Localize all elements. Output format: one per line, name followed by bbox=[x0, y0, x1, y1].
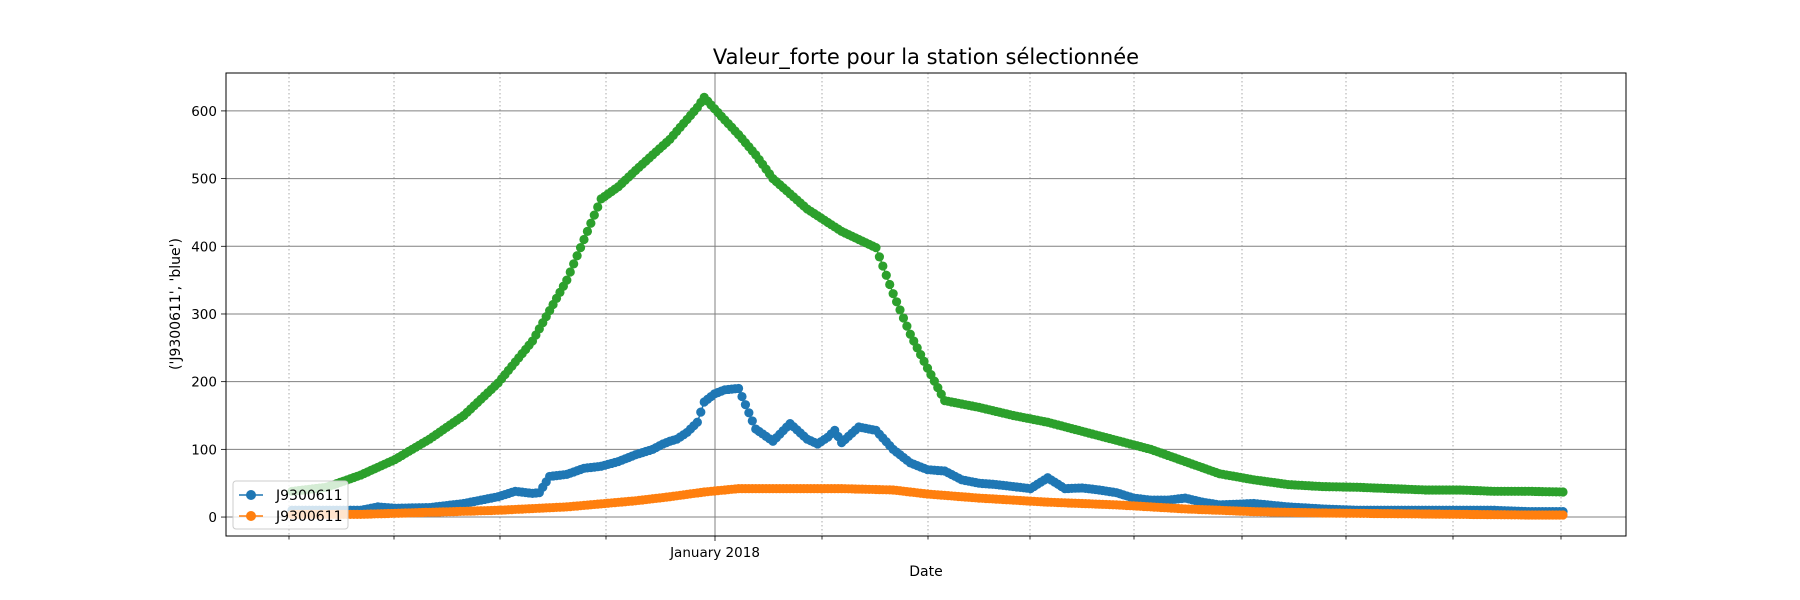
series-1-point bbox=[737, 391, 747, 402]
series-3-line bbox=[291, 96, 1564, 493]
series-3-point bbox=[881, 270, 891, 280]
series-1-point bbox=[733, 383, 744, 394]
series-1-point bbox=[692, 417, 702, 427]
series-3-point bbox=[871, 243, 881, 253]
series-3-point bbox=[919, 356, 929, 366]
chart-title: Valeur_forte pour la station sélectionné… bbox=[713, 45, 1139, 70]
series-3-point bbox=[582, 226, 593, 236]
y-tick-label-600: 600 bbox=[191, 104, 217, 120]
y-tick-label-100: 100 bbox=[191, 442, 217, 458]
legend: J9300611 J9300611 bbox=[232, 480, 349, 530]
legend-label-series-1: J9300611 bbox=[275, 488, 342, 504]
series-3-point bbox=[909, 336, 919, 346]
series-3-point bbox=[593, 202, 603, 212]
axis-ticks: 0 100 200 300 400 500 600 bbox=[191, 104, 1562, 541]
series-3-point bbox=[572, 251, 582, 261]
series-3-point bbox=[565, 267, 575, 277]
series-2-point bbox=[1558, 510, 1568, 520]
y-tick-label-400: 400 bbox=[191, 239, 217, 255]
series-1-point bbox=[747, 416, 757, 426]
legend-marker-series-2 bbox=[246, 511, 256, 521]
series-3-point bbox=[902, 321, 912, 331]
y-tick-label-0: 0 bbox=[208, 510, 217, 526]
legend-label-series-2: J9300611 bbox=[275, 509, 342, 525]
y-tick-label-500: 500 bbox=[191, 172, 217, 188]
series-3-point bbox=[878, 261, 888, 271]
series-3-point bbox=[562, 275, 572, 285]
series-3-point bbox=[891, 297, 902, 307]
legend-box bbox=[232, 480, 349, 530]
series-3-point bbox=[569, 259, 579, 269]
y-axis-label: ('J9300611', 'blue') bbox=[168, 238, 184, 370]
series-3-point bbox=[1558, 487, 1568, 497]
series-3-point bbox=[895, 305, 905, 315]
series-3-point bbox=[898, 313, 909, 323]
series-3-point bbox=[586, 218, 596, 228]
y-tick-label-200: 200 bbox=[191, 375, 217, 391]
series-3-point bbox=[888, 289, 898, 299]
series-layer bbox=[287, 92, 1568, 520]
grid bbox=[226, 73, 1626, 536]
series-3-point bbox=[579, 234, 589, 245]
plot-frame bbox=[225, 72, 1627, 537]
y-tick-label-300: 300 bbox=[191, 307, 217, 323]
series-3-point bbox=[575, 243, 586, 253]
series-3-point bbox=[589, 210, 599, 220]
series-1-point bbox=[740, 400, 751, 410]
series-3-point bbox=[912, 343, 922, 353]
series-1-point bbox=[696, 407, 706, 417]
series-2 bbox=[287, 484, 1568, 520]
x-axis-label: Date bbox=[909, 564, 942, 580]
series-3-point bbox=[916, 349, 926, 360]
series-3-point bbox=[905, 329, 915, 339]
series-3-point bbox=[885, 279, 895, 290]
legend-marker-series-1 bbox=[246, 490, 256, 500]
series-1-point bbox=[744, 408, 754, 418]
x-tick-label-january-2018: January 2018 bbox=[669, 545, 760, 561]
series-3-point bbox=[874, 252, 885, 262]
